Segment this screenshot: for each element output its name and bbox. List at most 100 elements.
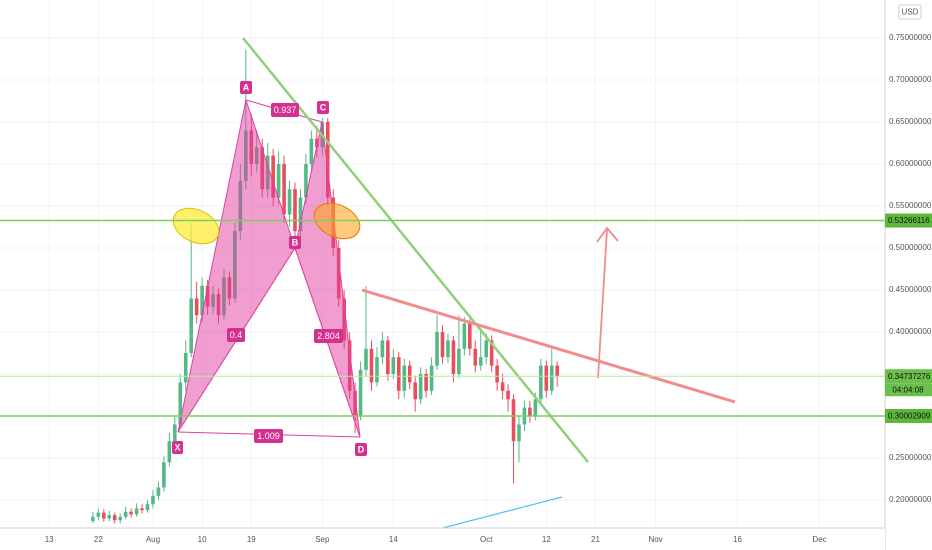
y-tick-label: 0.60000000 <box>889 159 932 168</box>
price-tag-label: 0.30002909 <box>888 412 931 421</box>
y-tick-label: 0.40000000 <box>889 327 932 336</box>
candle-body <box>96 512 101 517</box>
candle-body <box>134 508 139 515</box>
candle-body <box>386 340 390 375</box>
candle-body <box>183 353 188 383</box>
trend-line <box>361 288 736 404</box>
candle-body <box>457 348 461 375</box>
candle-body <box>549 365 554 391</box>
point-label-box <box>172 441 183 454</box>
x-tick-label: 21 <box>591 535 600 544</box>
candle-body <box>500 382 505 391</box>
candle-body <box>282 163 286 215</box>
x-tick-label: Nov <box>648 535 662 544</box>
price-tag-label: 0.34737276 <box>888 372 931 381</box>
candle-body <box>451 340 456 375</box>
candle-body <box>413 382 417 400</box>
axis-labels: 0.200000000.250000000.300000000.35000000… <box>45 33 932 544</box>
candle-body <box>309 138 314 164</box>
y-tick-label: 0.65000000 <box>889 117 932 126</box>
price-tag <box>885 408 932 423</box>
pattern-xb <box>177 247 296 433</box>
price-lines <box>0 219 885 417</box>
price-tag <box>885 213 932 228</box>
candle-body <box>462 323 467 349</box>
x-tick-label: 16 <box>733 535 742 544</box>
candle-body <box>101 512 106 519</box>
trend-line <box>242 37 589 463</box>
candle-body <box>511 399 516 442</box>
candle-body <box>429 365 434 391</box>
candle-body <box>287 189 292 215</box>
candle-body <box>140 508 144 511</box>
candle-body <box>276 163 281 198</box>
candle-body <box>112 515 117 521</box>
candle-body <box>533 399 538 417</box>
candle-body <box>194 298 199 316</box>
candle-body <box>129 511 133 515</box>
x-tick-label: 10 <box>198 535 207 544</box>
x-tick-label: Oct <box>480 535 493 544</box>
ratio-label: 0.4 <box>230 330 243 340</box>
candle-body <box>167 441 172 463</box>
candle-body <box>151 495 155 505</box>
countdown-box <box>885 383 932 397</box>
candle-body <box>495 365 499 383</box>
arrow-head <box>596 226 619 243</box>
candle-body <box>506 390 510 400</box>
y-tick-label: 0.75000000 <box>889 33 932 42</box>
x-tick-label: 19 <box>247 535 256 544</box>
candle-body <box>446 340 450 358</box>
currency[interactable]: USD <box>902 8 919 17</box>
candle-body <box>271 155 275 198</box>
candle-body <box>145 504 150 511</box>
drawings: X A B C D 0.937 0.4 2.804 1.009 <box>172 37 736 531</box>
point-label-box <box>317 101 329 114</box>
y-tick-label: 0.25000000 <box>889 453 932 462</box>
y-tick-label: 0.20000000 <box>889 495 932 504</box>
candle-body <box>435 332 439 366</box>
candle-body <box>123 511 128 517</box>
candle-body <box>298 197 303 232</box>
candle-body <box>200 285 204 316</box>
y-tick-label: 0.50000000 <box>889 243 932 252</box>
point-label-box <box>289 236 301 249</box>
candle-body <box>358 369 363 417</box>
x-tick-label: 22 <box>94 535 103 544</box>
candle-body <box>315 138 319 148</box>
ratio-label: 2.804 <box>317 331 340 341</box>
y-tick-label: 0.45000000 <box>889 285 932 294</box>
point-label: X <box>174 442 180 452</box>
candle-body <box>440 332 445 358</box>
candle-body <box>325 121 330 198</box>
candle-body <box>517 424 521 442</box>
price-tag-label: 0.53266116 <box>888 216 930 225</box>
candle-body <box>156 487 161 496</box>
candle-body <box>489 340 494 366</box>
moving-average <box>434 496 563 531</box>
point-label: A <box>243 82 250 92</box>
ratio-label: 0.937 <box>274 105 297 115</box>
currency-button[interactable] <box>898 4 922 20</box>
candle-body <box>293 189 297 232</box>
ratio-box <box>227 328 245 342</box>
price-axis <box>885 0 932 550</box>
candle-body <box>375 357 379 383</box>
x-tick-label: Dec <box>812 535 826 544</box>
candle-body <box>484 340 489 358</box>
time-axis <box>0 528 885 550</box>
x-tick-label: Aug <box>146 535 160 544</box>
candle-body <box>178 382 183 425</box>
highlight-ellipse <box>172 207 220 245</box>
candle-body <box>396 357 401 391</box>
point-label-box <box>355 443 367 456</box>
ratio-box <box>254 429 283 443</box>
countdown: 04:04:08 <box>892 385 924 394</box>
candle-body <box>468 323 472 349</box>
candle-body <box>173 424 177 442</box>
candle-body <box>418 374 423 400</box>
ratio-box <box>314 329 343 343</box>
y-tick-label: 0.70000000 <box>889 75 932 84</box>
